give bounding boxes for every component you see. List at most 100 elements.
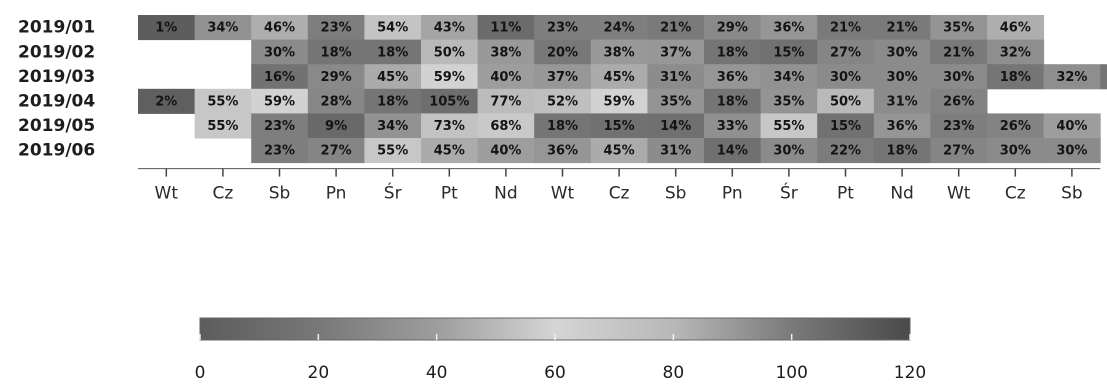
x-tick-label: Pn: [326, 184, 347, 204]
heatmap-cell: [364, 138, 422, 164]
heatmap-cell: [534, 113, 592, 139]
cell-value-label: 54%: [377, 21, 408, 36]
cell-value-label: 23%: [943, 119, 974, 134]
cell-value-label: 18%: [377, 95, 408, 110]
cell-value-label: 55%: [207, 95, 238, 110]
heatmap-cell: [364, 64, 422, 90]
cell-value-label: 46%: [264, 21, 295, 36]
heatmap-cell: [930, 88, 988, 114]
heatmap-cell: [873, 113, 931, 139]
cell-value-label: 46%: [1000, 21, 1031, 36]
heatmap-cell: [647, 138, 705, 164]
heatmap-cell: [760, 15, 818, 41]
heatmap-cell: [930, 138, 988, 164]
heatmap-cell: [930, 15, 988, 41]
heatmap-cell: [647, 113, 705, 139]
cell-value-label: 34%: [773, 70, 804, 85]
heatmap-cell: [251, 64, 309, 90]
heatmap-cell: [987, 15, 1045, 41]
heatmap-cell: [138, 88, 196, 114]
cell-value-label: 38%: [604, 45, 635, 60]
cell-value-label: 30%: [1056, 144, 1087, 159]
row-label: 2019/05: [18, 116, 95, 136]
cell-value-label: 18%: [377, 45, 408, 60]
cell-value-label: 22%: [830, 144, 861, 159]
heatmap-cell: [817, 88, 875, 114]
cell-value-label: 18%: [1000, 70, 1031, 85]
heatmap-cell: [704, 88, 762, 114]
cell-value-label: 55%: [207, 119, 238, 134]
cell-value-label: 55%: [377, 144, 408, 159]
x-tick-label: Nd: [494, 184, 518, 204]
heatmap-cell: [590, 15, 648, 41]
x-tick-label: Pn: [722, 184, 743, 204]
cell-value-label: 21%: [660, 21, 691, 36]
cell-value-label: 23%: [321, 21, 352, 36]
x-tick-label: Wt: [155, 184, 179, 204]
x-tick-label: Pt: [441, 184, 458, 204]
heatmap-cell: [647, 39, 705, 65]
cell-value-label: 40%: [490, 144, 521, 159]
cell-value-label: 27%: [830, 45, 861, 60]
cell-value-label: 30%: [773, 144, 804, 159]
cell-value-label: 55%: [773, 119, 804, 134]
heatmap-cell: [477, 64, 535, 90]
heatmap-cell: [307, 138, 365, 164]
cell-value-label: 38%: [490, 45, 521, 60]
heatmap-cell: [817, 64, 875, 90]
x-tick-label: Śr: [780, 182, 798, 204]
heatmap-cell: [307, 15, 365, 41]
cell-value-label: 43%: [434, 21, 465, 36]
colorbar-tick-label: 40: [426, 363, 448, 383]
heatmap-cell: [704, 138, 762, 164]
cell-value-label: 30%: [887, 45, 918, 60]
x-tick-label: Cz: [1005, 184, 1026, 204]
colorbar: 0 20 40 60 80 100 120: [195, 317, 926, 383]
x-tick-label: Pt: [837, 184, 854, 204]
heatmap-cell: [817, 138, 875, 164]
cell-value-label: 34%: [207, 21, 238, 36]
heatmap-cell: [647, 15, 705, 41]
cell-value-label: 35%: [773, 95, 804, 110]
heatmap-cell: [873, 64, 931, 90]
colorbar-tick-label: 60: [544, 363, 566, 383]
cell-value-label: 27%: [943, 144, 974, 159]
heatmap-cell: [873, 15, 931, 41]
x-tick-label: Sb: [269, 184, 291, 204]
heatmap-cell: [194, 88, 252, 114]
cell-value-label: 15%: [830, 119, 861, 134]
heatmap-cell: [364, 113, 422, 139]
heatmap-cell: [307, 88, 365, 114]
heatmap-cell: [704, 113, 762, 139]
x-tick-label: Cz: [213, 184, 234, 204]
x-tick-label: Sb: [665, 184, 687, 204]
cell-value-label: 40%: [1056, 119, 1087, 134]
heatmap-cell: [590, 113, 648, 139]
cell-value-label: 45%: [604, 144, 635, 159]
cell-value-label: 32%: [1000, 45, 1031, 60]
cell-value-label: 30%: [943, 70, 974, 85]
row-label: 2019/01: [18, 18, 95, 38]
heatmap-cell: [1043, 64, 1101, 90]
heatmap-cell: [194, 113, 252, 139]
cell-value-label: 16%: [264, 70, 295, 85]
heatmap-cell: [534, 64, 592, 90]
colorbar-tick-label: 0: [195, 363, 206, 383]
cell-value-label: 59%: [604, 95, 635, 110]
row-label: 2019/03: [18, 67, 95, 87]
heatmap-cell: [930, 39, 988, 65]
cell-value-label: 15%: [773, 45, 804, 60]
heatmap-cell: [817, 113, 875, 139]
cell-value-label: 34%: [377, 119, 408, 134]
cell-value-label: 2%: [155, 95, 177, 110]
cell-value-label: 68%: [490, 119, 521, 134]
cell-value-label: 31%: [660, 144, 691, 159]
heatmap-cell: [704, 39, 762, 65]
heatmap-cell: [1043, 138, 1101, 164]
heatmap-cell: [873, 39, 931, 65]
heatmap-cell: [1043, 113, 1101, 139]
row-labels: 2019/01 2019/02 2019/03 2019/04 2019/05 2019/…: [18, 18, 95, 161]
cell-value-label: 30%: [887, 70, 918, 85]
heatmap-cell: [760, 113, 818, 139]
cell-value-label: 40%: [490, 70, 521, 85]
